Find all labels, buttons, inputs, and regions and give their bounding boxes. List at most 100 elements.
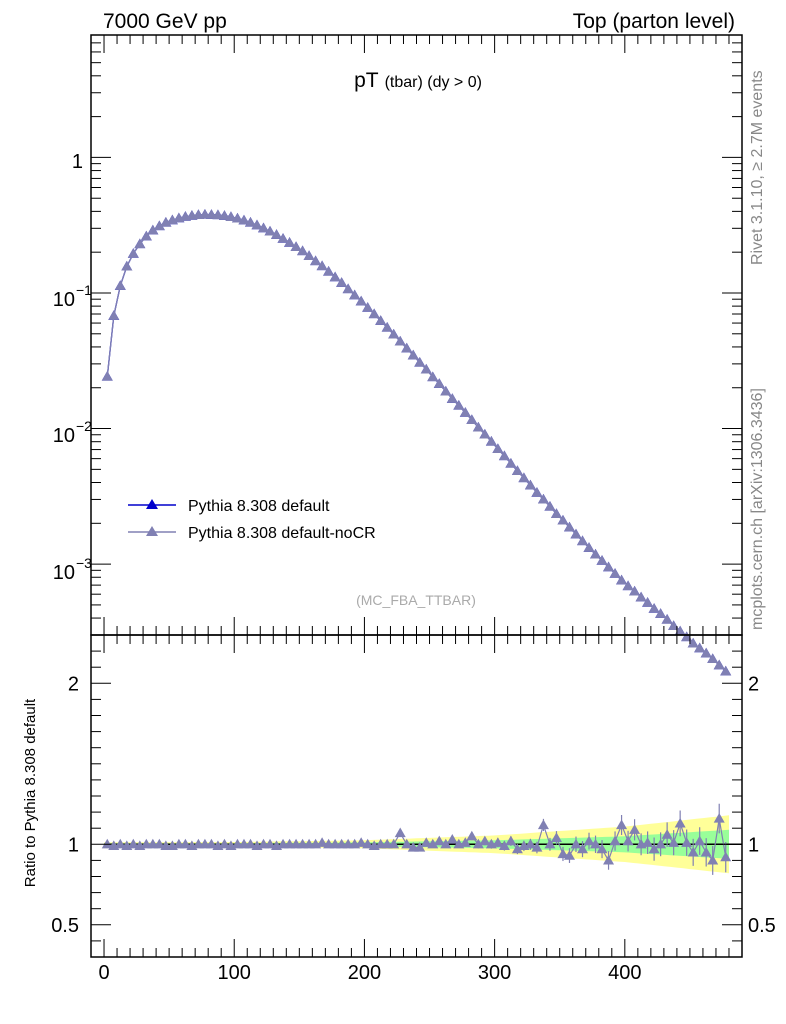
series-1-point (134, 238, 146, 249)
series-1-point (713, 659, 725, 670)
series-1-point (687, 637, 699, 648)
ratio-point (629, 824, 641, 834)
ratio-panel: 0.5 0.5 1 1 2 2 0 100 200 300 400 Ratio to Pythia … (22, 634, 776, 984)
legend: Pythia 8.308 default Pythia 8.308 defaul… (128, 498, 376, 542)
ratio-point (264, 838, 276, 849)
series-1-point (147, 224, 159, 235)
series-1-point (329, 271, 341, 282)
series-1-point (479, 428, 491, 439)
ratio-point (537, 819, 549, 830)
ratio-point (446, 833, 458, 844)
series-1-point (648, 603, 660, 613)
main-title-main: pT (354, 69, 379, 92)
ratio-point (492, 837, 504, 847)
ratio-point (101, 838, 113, 849)
main-ytick-label-0.01: 10 (53, 425, 75, 447)
ratio-point (218, 838, 230, 849)
legend-label-default: Pythia 8.308 default (188, 498, 330, 515)
ratio-xtick-label: 200 (348, 962, 381, 984)
main-ytick-label-0.1: 10 (53, 289, 75, 311)
ratio-point (127, 838, 139, 849)
series-1-point (655, 608, 667, 618)
ratio-point (401, 838, 413, 849)
series-1-point (368, 308, 380, 319)
series-1-point (524, 479, 536, 490)
series-1-point (518, 472, 530, 483)
ratio-point (557, 848, 569, 859)
series-1-point (225, 211, 237, 222)
series-1-point (271, 229, 283, 239)
ratio-point (544, 838, 556, 849)
series-1-point (277, 233, 289, 243)
series-1-point (238, 214, 250, 225)
series-1-point (590, 548, 602, 559)
series-1-point (336, 277, 348, 287)
series-1-point (661, 614, 673, 624)
ratio-data (101, 803, 732, 875)
series-1-point (101, 371, 113, 381)
series-1-point (609, 568, 621, 578)
series-1-point (121, 260, 133, 271)
series-1-point (362, 302, 374, 312)
ratio-xtick-label: 0 (98, 962, 109, 984)
ratio-point (524, 838, 536, 849)
series-1-point (160, 217, 172, 227)
ratio-point (114, 838, 126, 849)
ratio-point (590, 838, 602, 849)
ratio-point (433, 835, 445, 846)
series-1-point (244, 217, 256, 227)
ratio-point (479, 835, 491, 846)
series-1-point (544, 501, 556, 511)
series-1-point (700, 647, 712, 658)
ratio-point (244, 838, 256, 849)
ratio-point (674, 817, 686, 828)
ratio-point (414, 842, 426, 852)
series-1-point (492, 443, 504, 454)
ratio-ytick-label-left: 1 (68, 834, 79, 856)
ratio-point (498, 840, 510, 851)
series-1-point (316, 260, 328, 271)
ratio-point (466, 830, 478, 841)
main-y-tick-labels: 1 10 −1 10 −2 10 −3 (53, 151, 92, 584)
ratio-ytick-label-right: 1 (748, 834, 759, 856)
main-ytick-label-0.001-exp: −3 (76, 555, 92, 571)
series-1-point (297, 245, 309, 256)
series-1-point (550, 508, 562, 518)
series-1-point (505, 458, 517, 468)
ratio-xtick-label: 100 (218, 962, 251, 984)
ratio-ylabel: Ratio to Pythia 8.308 default (22, 698, 39, 887)
ratio-point (661, 829, 673, 839)
series-1-point (388, 328, 400, 339)
ratio-point (681, 837, 693, 847)
series-1-point (381, 322, 393, 332)
ratio-point (394, 827, 406, 838)
series-1-point (394, 335, 406, 346)
series-1-point (323, 266, 335, 276)
legend-marker-default (146, 499, 158, 509)
ratio-frame (90, 634, 743, 958)
main-title-sub: (tbar) (dy > 0) (385, 74, 482, 91)
series-1-point (681, 631, 693, 642)
series-1-point (218, 210, 230, 220)
ratio-point (577, 843, 589, 854)
series-1-point (472, 421, 484, 432)
ratio-ytick-label-left: 0.5 (51, 915, 79, 937)
series-1-point (264, 225, 276, 236)
series-1-point (622, 580, 634, 591)
ratio-point (440, 838, 452, 849)
series-1-point (355, 295, 367, 306)
main-ytick-label-0.01-exp: −2 (76, 418, 92, 434)
ratio-ytick-label-right: 0.5 (748, 915, 776, 937)
series-1-point (642, 597, 654, 607)
header-right: Top (parton level) (573, 10, 735, 33)
series-1-point (668, 620, 680, 631)
ratio-point (642, 837, 654, 847)
series-1-point (603, 561, 615, 572)
ratio-point (609, 835, 621, 846)
series-1-point (440, 385, 452, 396)
series-1-point (290, 241, 302, 251)
ratio-point (362, 838, 374, 849)
series-1-point (427, 371, 439, 382)
ratio-point (616, 819, 628, 830)
